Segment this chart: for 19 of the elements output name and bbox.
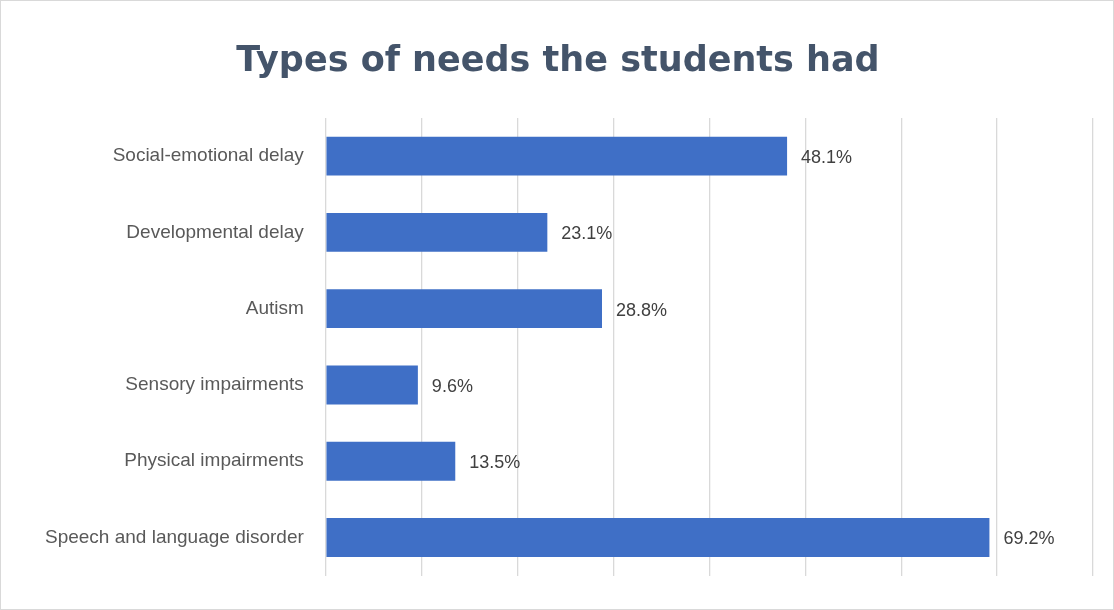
data-label: 13.5% xyxy=(469,452,521,473)
bar xyxy=(326,212,548,252)
bar xyxy=(326,518,990,557)
bar xyxy=(326,289,602,329)
data-label: 9.6% xyxy=(431,375,473,396)
y-tick-label: Sensory impairments xyxy=(125,373,304,395)
bar xyxy=(326,136,788,176)
chart-title: Types of needs the students had xyxy=(236,39,880,80)
y-tick-label: Social-emotional delay xyxy=(112,144,305,166)
y-tick-label: Developmental delay xyxy=(126,220,305,242)
data-label: 23.1% xyxy=(561,223,613,244)
y-tick-label: Autism xyxy=(245,296,304,318)
y-tick-label: Speech and language disorder xyxy=(45,525,305,547)
y-tick-label: Physical impairments xyxy=(124,449,304,471)
data-label: 48.1% xyxy=(801,147,853,168)
bar xyxy=(326,365,418,405)
data-label: 69.2% xyxy=(1003,528,1055,549)
data-label: 28.8% xyxy=(616,299,668,320)
bar xyxy=(326,441,456,481)
